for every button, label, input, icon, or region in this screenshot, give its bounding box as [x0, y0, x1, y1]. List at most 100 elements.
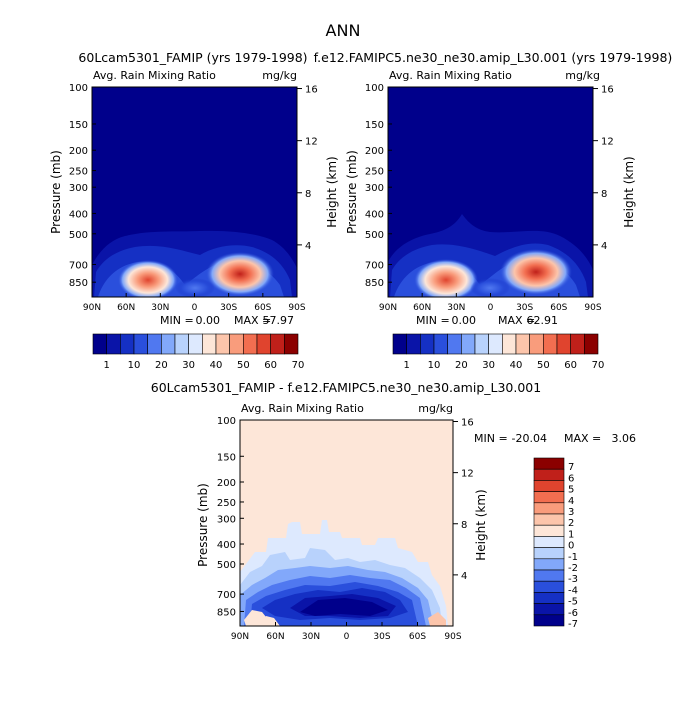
y2-tick-label: 4 — [305, 241, 311, 252]
right-panel: Avg. Rain Mixing Ratio mg/kg Pressure (m… — [345, 69, 636, 371]
y-tick-label: 500 — [217, 560, 236, 571]
y-tick-label: 250 — [365, 167, 384, 178]
diff-y-ticks: 100 150 200 250 300 400 500 700 850 — [217, 416, 244, 618]
x-tick-label: 90S — [444, 632, 461, 642]
colorbar-label: 60 — [564, 360, 577, 371]
left-y2label: Height (km) — [325, 156, 339, 227]
colorbar-swatch — [570, 333, 585, 355]
colorbar-label: 30 — [182, 360, 195, 371]
y-tick-label: 300 — [365, 183, 384, 194]
y-tick-label: 150 — [69, 120, 88, 131]
x-tick-label: 90N — [83, 303, 101, 313]
colorbar-label: -7 — [568, 619, 578, 630]
colorbar-swatch — [229, 333, 244, 355]
diff-y2-ticks: 4 8 12 16 — [453, 418, 474, 582]
colorbar-swatch — [533, 580, 565, 593]
right-min-value: 0.00 — [452, 314, 477, 327]
x-tick-label: 90S — [584, 303, 601, 313]
right-y2label: Height (km) — [622, 156, 636, 227]
y-tick-label: 500 — [69, 230, 88, 241]
y2-tick-label: 12 — [461, 469, 474, 480]
colorbar-swatch — [533, 569, 565, 582]
y-tick-label: 100 — [217, 416, 236, 427]
colorbar-swatch — [420, 333, 435, 355]
x-tick-label: 30S — [373, 632, 390, 642]
colorbar-swatch — [488, 333, 503, 355]
colorbar-swatch — [433, 333, 448, 355]
right-ylabel: Pressure (mb) — [345, 150, 359, 234]
colorbar-label: 40 — [210, 360, 223, 371]
colorbar-swatch — [533, 536, 565, 548]
x-tick-label: 60S — [409, 632, 426, 642]
colorbar-swatch — [533, 502, 565, 515]
y-tick-label: 700 — [217, 590, 236, 601]
colorbar-label: -4 — [568, 585, 578, 596]
colorbar-swatch — [284, 333, 299, 355]
colorbar-swatch — [406, 333, 421, 355]
colorbar-label: 70 — [292, 360, 305, 371]
colorbar-label: -2 — [568, 563, 578, 574]
y2-tick-label: 16 — [461, 418, 474, 429]
diff-min-value: -20.04 — [512, 432, 547, 445]
y-tick-label: 500 — [365, 230, 384, 241]
colorbar-swatch — [120, 333, 135, 355]
x-tick-label: 0 — [344, 632, 350, 642]
y-tick-label: 150 — [217, 452, 236, 463]
y-tick-label: 400 — [217, 540, 236, 551]
y-tick-label: 250 — [217, 498, 236, 509]
colorbar-swatch — [174, 333, 189, 355]
x-tick-label: 90N — [231, 632, 249, 642]
colorbar-label: 1 — [403, 360, 409, 371]
y2-tick-label: 16 — [601, 85, 614, 96]
y-tick-label: 300 — [69, 183, 88, 194]
x-tick-label: 60N — [413, 303, 431, 313]
right-min-label: MIN = — [416, 314, 450, 327]
colorbar-swatch — [256, 333, 271, 355]
diff-panel-title: 60Lcam5301_FAMIP - f.e12.FAMIPC5.ne30_ne… — [151, 380, 541, 395]
left-min-label: MIN = — [160, 314, 194, 327]
left-colorbar: 1 10 20 30 40 50 60 70 — [92, 333, 305, 371]
colorbar-label: -6 — [568, 608, 578, 619]
diff-heatmap — [240, 420, 453, 626]
left-min-value: 0.00 — [196, 314, 221, 327]
y2-tick-label: 8 — [461, 520, 467, 531]
colorbar-swatch — [92, 333, 107, 355]
colorbar-label: 30 — [482, 360, 495, 371]
x-tick-label: 30N — [302, 632, 320, 642]
colorbar-label: -3 — [568, 574, 578, 585]
figure-title: ANN — [326, 21, 361, 40]
x-tick-label: 90N — [379, 303, 397, 313]
left-variable-label: Avg. Rain Mixing Ratio — [93, 69, 216, 82]
y-tick-label: 850 — [365, 278, 384, 289]
y-tick-label: 850 — [69, 278, 88, 289]
right-y2-ticks: 4 8 12 16 — [593, 85, 614, 252]
x-tick-label: 0 — [488, 303, 494, 313]
y-tick-label: 700 — [69, 260, 88, 271]
diff-units-label: mg/kg — [418, 402, 453, 415]
colorbar-label: 40 — [510, 360, 523, 371]
colorbar-swatch — [392, 333, 407, 355]
colorbar-label: 50 — [537, 360, 550, 371]
right-y-ticks: 100 150 200 250 300 400 500 700 850 — [365, 83, 392, 289]
left-max-value: 57.97 — [263, 314, 295, 327]
colorbar-label: 20 — [455, 360, 468, 371]
y-tick-label: 200 — [365, 146, 384, 157]
right-variable-label: Avg. Rain Mixing Ratio — [389, 69, 512, 82]
colorbar-label: 6 — [568, 473, 574, 484]
colorbar-label: 10 — [428, 360, 441, 371]
diff-ylabel: Pressure (mb) — [196, 483, 210, 567]
colorbar-label: 50 — [237, 360, 250, 371]
y-tick-label: 250 — [69, 167, 88, 178]
colorbar-label: 7 — [568, 462, 574, 473]
y-tick-label: 400 — [69, 209, 88, 220]
colorbar-label: 0 — [568, 541, 574, 552]
colorbar-label: 20 — [155, 360, 168, 371]
right-x-ticks: 90N 60N 30N 0 30S 60S 90S — [379, 293, 602, 313]
colorbar-swatch — [188, 333, 203, 355]
x-tick-label: 30S — [220, 303, 237, 313]
left-heatmap — [92, 87, 297, 297]
colorbar-label: 2 — [568, 518, 574, 529]
right-max-value: 62.91 — [527, 314, 559, 327]
colorbar-swatch — [474, 333, 489, 355]
